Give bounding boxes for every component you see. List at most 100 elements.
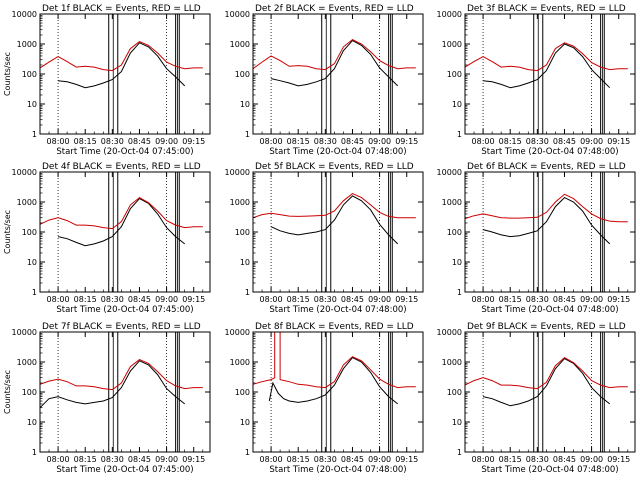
x-tick-label: 08:30 xyxy=(526,295,549,304)
x-axis-label: Start Time (20-Oct-04 07:48:00) xyxy=(481,465,618,475)
x-tick-label: 08:15 xyxy=(74,455,97,464)
series-line-events xyxy=(268,356,399,405)
plot-frame xyxy=(252,171,424,293)
y-tick-label: 100 xyxy=(235,228,250,237)
y-tick-label: 1 xyxy=(457,288,462,297)
y-tick-label: 10000 xyxy=(12,10,37,19)
panel-title: Det 2f BLACK = Events, RED = LLD xyxy=(255,4,414,14)
y-tick-label: 100 xyxy=(22,228,37,237)
y-tick-label: 1 xyxy=(245,130,250,139)
panel-title: Det 9f BLACK = Events, RED = LLD xyxy=(467,322,626,332)
y-axis-label: Counts/sec xyxy=(3,370,12,414)
chart-panel: Det 7f BLACK = Events, RED = LLD 1 10 100 10… xyxy=(3,322,211,475)
x-tick-label: 09:15 xyxy=(395,295,418,304)
chart-panel: Det 1f BLACK = Events, RED = LLD 1 10 100 10… xyxy=(3,4,211,157)
panel-title: Det 5f BLACK = Events, RED = LLD xyxy=(255,162,414,172)
y-tick-label: 10000 xyxy=(12,168,37,177)
y-tick-label: 1000 xyxy=(230,40,250,49)
y-tick-label: 1 xyxy=(32,448,37,457)
x-tick-label: 08:45 xyxy=(341,137,364,146)
series-line-lld xyxy=(464,193,628,223)
chart-panel: Det 9f BLACK = Events, RED = LLD 1 10 100 10… xyxy=(437,322,636,475)
y-tick-label: 1 xyxy=(245,448,250,457)
x-tick-label: 09:00 xyxy=(368,137,391,146)
x-tick-label: 09:15 xyxy=(607,455,630,464)
plot-frame xyxy=(252,331,424,453)
x-tick-label: 09:00 xyxy=(155,295,178,304)
x-tick-label: 08:30 xyxy=(314,455,337,464)
x-tick-label: 08:45 xyxy=(128,295,151,304)
x-tick-label: 09:00 xyxy=(580,295,603,304)
series-line-lld xyxy=(464,42,628,72)
panel-title: Det 6f BLACK = Events, RED = LLD xyxy=(467,162,626,172)
panel-title: Det 1f BLACK = Events, RED = LLD xyxy=(42,4,201,14)
series-line-events xyxy=(58,42,186,89)
y-tick-label: 1 xyxy=(32,130,37,139)
x-tick-label: 08:45 xyxy=(553,295,576,304)
x-tick-label: 09:00 xyxy=(580,455,603,464)
y-tick-label: 1 xyxy=(457,448,462,457)
y-tick-label: 10 xyxy=(240,258,250,267)
x-tick-label: 09:00 xyxy=(155,455,178,464)
series-line-lld xyxy=(252,331,416,389)
y-tick-label: 10000 xyxy=(437,10,462,19)
y-tick-label: 1000 xyxy=(230,358,250,367)
y-tick-label: 1000 xyxy=(17,358,37,367)
x-tick-label: 08:00 xyxy=(260,295,283,304)
series-line-events xyxy=(482,357,611,407)
x-tick-label: 08:30 xyxy=(101,137,124,146)
y-tick-label: 10 xyxy=(452,418,462,427)
chart-panel: Det 8f BLACK = Events, RED = LLD 1 10 100 10… xyxy=(225,322,424,475)
y-axis-label: Counts/sec xyxy=(3,210,12,254)
x-tick-label: 08:45 xyxy=(128,137,151,146)
x-tick-label: 08:30 xyxy=(101,295,124,304)
series-line-events xyxy=(270,39,399,87)
chart-panel: Det 4f BLACK = Events, RED = LLD 1 10 100 10… xyxy=(3,162,211,315)
x-tick-label: 08:15 xyxy=(499,295,522,304)
y-tick-label: 1000 xyxy=(442,198,462,207)
y-tick-label: 10 xyxy=(27,258,37,267)
x-tick-label: 09:00 xyxy=(580,137,603,146)
chart-panel: Det 2f BLACK = Events, RED = LLD 1 10 100 10… xyxy=(225,4,424,157)
x-tick-label: 08:15 xyxy=(499,137,522,146)
x-tick-label: 08:15 xyxy=(287,137,310,146)
x-tick-label: 08:15 xyxy=(499,455,522,464)
x-tick-label: 08:15 xyxy=(287,295,310,304)
x-tick-label: 08:45 xyxy=(128,455,151,464)
series-line-lld xyxy=(39,359,203,391)
panel-title: Det 4f BLACK = Events, RED = LLD xyxy=(42,162,201,172)
panel-title: Det 8f BLACK = Events, RED = LLD xyxy=(255,322,414,332)
y-tick-label: 10 xyxy=(452,100,462,109)
x-tick-label: 08:00 xyxy=(472,295,495,304)
x-tick-label: 09:00 xyxy=(368,455,391,464)
plot-frame xyxy=(39,331,211,453)
series-line-events xyxy=(482,196,611,245)
x-tick-label: 08:30 xyxy=(526,137,549,146)
y-tick-label: 10000 xyxy=(437,328,462,337)
y-tick-label: 10 xyxy=(27,418,37,427)
x-axis-label: Start Time (20-Oct-04 07:48:00) xyxy=(269,147,406,157)
chart-panel: Det 5f BLACK = Events, RED = LLD 1 10 100 10… xyxy=(225,162,424,315)
x-tick-label: 08:45 xyxy=(553,455,576,464)
x-axis-label: Start Time (20-Oct-04 07:45:00) xyxy=(56,305,193,315)
plot-frame xyxy=(252,13,424,135)
panel-title: Det 3f BLACK = Events, RED = LLD xyxy=(467,4,626,14)
series-line-lld xyxy=(464,356,628,390)
plot-frame xyxy=(464,13,636,135)
y-tick-label: 10000 xyxy=(225,10,250,19)
x-tick-label: 08:00 xyxy=(260,137,283,146)
series-line-lld xyxy=(252,193,416,219)
y-tick-label: 10000 xyxy=(225,168,250,177)
y-axis-label: Counts/sec xyxy=(3,52,12,96)
series-line-events xyxy=(39,360,186,409)
y-tick-label: 1000 xyxy=(230,198,250,207)
x-tick-label: 09:15 xyxy=(182,295,205,304)
x-axis-label: Start Time (20-Oct-04 07:48:00) xyxy=(481,305,618,315)
x-tick-label: 08:15 xyxy=(287,455,310,464)
chart-panel: Det 3f BLACK = Events, RED = LLD 1 10 100 10… xyxy=(437,4,636,157)
x-axis-label: Start Time (20-Oct-04 07:48:00) xyxy=(269,465,406,475)
y-tick-label: 10000 xyxy=(225,328,250,337)
series-line-events xyxy=(57,197,186,247)
x-tick-label: 09:15 xyxy=(182,137,205,146)
